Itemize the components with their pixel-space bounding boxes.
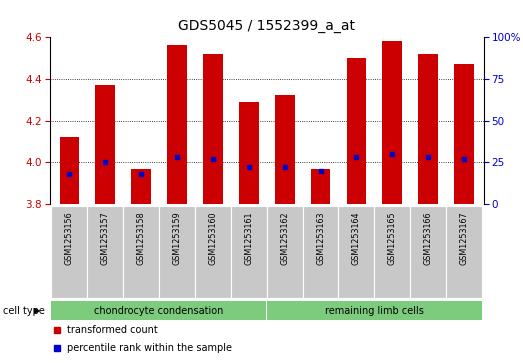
Bar <box>266 300 267 321</box>
Text: GSM1253157: GSM1253157 <box>101 211 110 265</box>
Bar <box>51 206 87 298</box>
Text: GSM1253161: GSM1253161 <box>244 211 253 265</box>
Text: GSM1253160: GSM1253160 <box>209 211 218 265</box>
Bar <box>195 206 231 298</box>
Bar <box>267 301 482 320</box>
Bar <box>87 206 123 298</box>
Bar <box>347 58 366 204</box>
Text: GSM1253167: GSM1253167 <box>460 211 469 265</box>
Text: GSM1253163: GSM1253163 <box>316 211 325 265</box>
Text: chondrocyte condensation: chondrocyte condensation <box>95 306 224 316</box>
Bar <box>454 64 474 204</box>
Text: GSM1253162: GSM1253162 <box>280 211 289 265</box>
Bar <box>159 206 195 298</box>
Bar <box>410 206 446 298</box>
Bar <box>374 206 410 298</box>
Text: GSM1253165: GSM1253165 <box>388 211 397 265</box>
Bar <box>418 54 438 204</box>
Text: transformed count: transformed count <box>67 325 158 335</box>
Bar <box>303 206 338 298</box>
Bar <box>203 54 223 204</box>
Text: GSM1253159: GSM1253159 <box>173 211 181 265</box>
Bar <box>167 45 187 204</box>
Bar <box>338 206 374 298</box>
Bar <box>60 137 79 204</box>
Bar <box>446 206 482 298</box>
Text: remaining limb cells: remaining limb cells <box>325 306 424 316</box>
Bar <box>311 168 331 204</box>
Bar <box>239 102 259 204</box>
Bar <box>95 85 115 204</box>
Text: GSM1253158: GSM1253158 <box>137 211 146 265</box>
Title: GDS5045 / 1552399_a_at: GDS5045 / 1552399_a_at <box>178 19 355 33</box>
Text: percentile rank within the sample: percentile rank within the sample <box>67 343 232 354</box>
Bar <box>123 206 159 298</box>
Bar <box>131 168 151 204</box>
Text: ▶: ▶ <box>34 306 40 315</box>
Text: GSM1253166: GSM1253166 <box>424 211 433 265</box>
Text: GSM1253156: GSM1253156 <box>65 211 74 265</box>
Bar <box>231 206 267 298</box>
Text: GSM1253164: GSM1253164 <box>352 211 361 265</box>
Bar <box>51 301 267 320</box>
Bar <box>267 206 303 298</box>
Bar <box>382 41 402 204</box>
Bar <box>275 95 294 204</box>
Text: cell type: cell type <box>3 306 44 316</box>
